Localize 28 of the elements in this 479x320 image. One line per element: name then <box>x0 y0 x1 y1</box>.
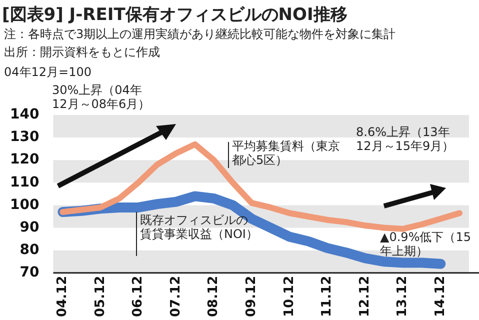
y-tick-label: 110 <box>10 174 40 190</box>
x-tick-label: 14.12 <box>433 276 448 318</box>
series-label: 既存オフィスビルの賃貸事業収益（NOI） <box>140 213 258 242</box>
x-tick-label: 13.12 <box>395 276 410 318</box>
x-tick-label: 07.12 <box>168 276 184 318</box>
text: 注：各時点で3期以上の運用実績があり継続比較可能な物件を対象に集計 <box>4 27 397 42</box>
x-tick-label: 05.12 <box>92 276 108 318</box>
x-tick-label: 09.12 <box>244 276 260 318</box>
x-tick-label: 08.12 <box>206 276 222 318</box>
x-tick-label: 12.12 <box>357 276 372 318</box>
y-tick-label: 120 <box>10 152 40 168</box>
text: 30%上昇（04年12月～08年6月） <box>52 83 152 112</box>
y-tick-label: 80 <box>20 242 40 258</box>
annotation: 8.6%上昇（13年12月～15年9月） <box>356 125 456 154</box>
text: 出所：開示資料をもとに作成 <box>4 45 161 60</box>
y-tick-label: 140 <box>10 106 40 123</box>
y-tick-label: 130 <box>10 129 40 146</box>
y-tick-label: 100 <box>10 196 40 213</box>
y-tick-label: 90 <box>20 219 40 236</box>
x-tick-label: 10.12 <box>282 276 297 318</box>
y-tick-label: 70 <box>20 264 40 281</box>
x-tick-label: 04.12 <box>55 276 70 318</box>
chart-title: [図表9] J-REIT保有オフィスビルのNOI推移 <box>2 4 348 26</box>
x-tick-label: 06.12 <box>130 276 146 318</box>
y-axis-title: 04年12月=100 <box>4 64 92 81</box>
x-tick-label: 11.12 <box>320 276 335 318</box>
annotation: ▲0.9%低下（15年上期） <box>380 230 472 259</box>
series-label: 平均募集賃料（東京都心5区） <box>232 139 341 168</box>
